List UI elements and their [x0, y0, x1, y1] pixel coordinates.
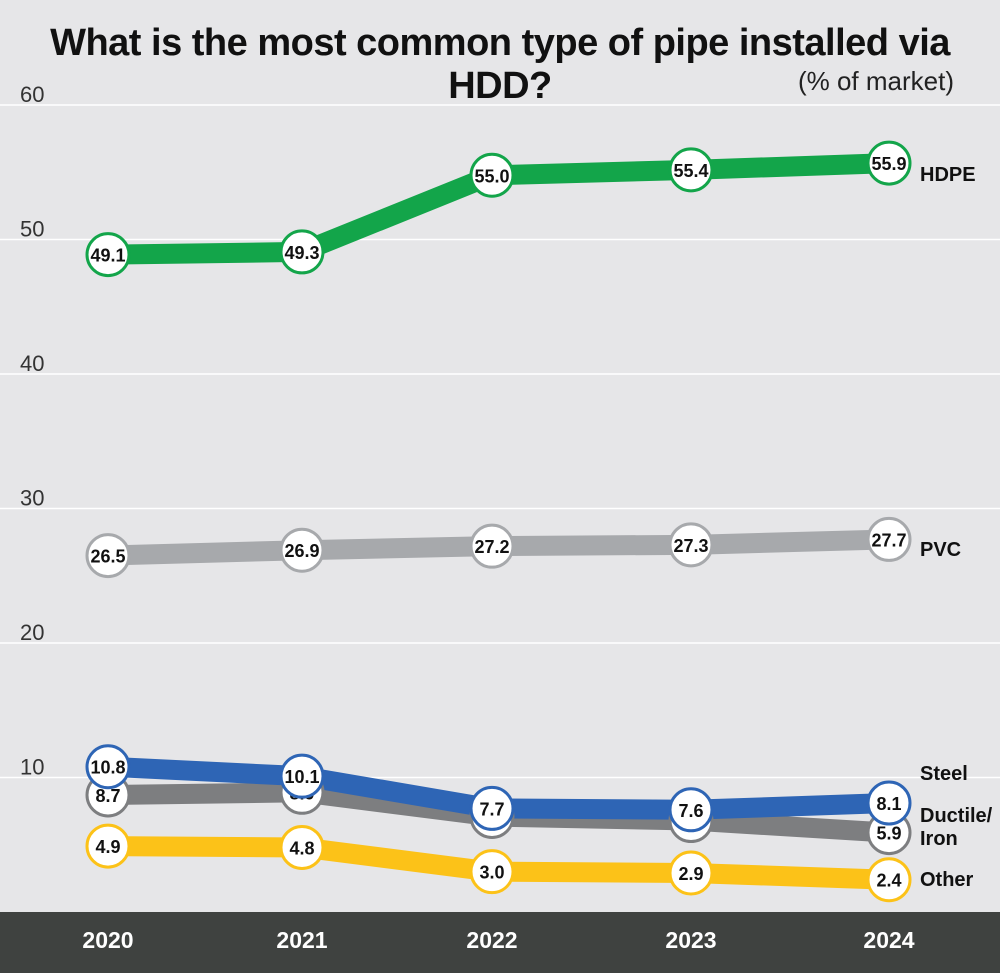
x-axis-band: [0, 912, 1000, 973]
data-label: 49.1: [90, 246, 125, 266]
data-point: [866, 857, 912, 903]
chart-title: What is the most common type of pipe ins…: [50, 22, 950, 107]
data-label: 4.8: [289, 838, 314, 858]
data-point: [85, 823, 131, 869]
data-point: [668, 850, 714, 896]
data-label: 10.1: [284, 767, 319, 787]
y-tick-label: 30: [20, 486, 44, 511]
y-tick-label: 60: [20, 82, 44, 107]
data-point: [85, 533, 131, 579]
data-label: 27.7: [871, 530, 906, 550]
data-label: 2.4: [876, 871, 901, 891]
series-label: HDPE: [920, 164, 976, 186]
y-tick-label: 50: [20, 217, 44, 242]
data-label: 4.9: [95, 837, 120, 857]
y-tick-label: 40: [20, 351, 44, 376]
data-label: 3.0: [479, 863, 504, 883]
data-label: 10.8: [90, 758, 125, 778]
data-point: [866, 140, 912, 186]
data-label: 55.9: [871, 154, 906, 174]
series-label: Ductile/Iron: [920, 805, 993, 850]
data-point: [866, 516, 912, 562]
data-point: [469, 523, 515, 569]
data-label: 8.1: [876, 794, 901, 814]
chart-subtitle: (% of market): [797, 66, 954, 96]
series-label: PVC: [920, 539, 961, 561]
series-label: Steel: [920, 763, 968, 785]
data-point: [279, 824, 325, 870]
data-point: [668, 787, 714, 833]
data-label: 27.2: [474, 537, 509, 557]
data-point: [469, 152, 515, 198]
data-point: [469, 849, 515, 895]
data-point: [668, 147, 714, 193]
series-label: Other: [920, 869, 974, 891]
x-tick-label: 2024: [863, 927, 914, 953]
data-label: 7.6: [678, 801, 703, 821]
data-label: 26.5: [90, 547, 125, 567]
data-label: 8.7: [95, 786, 120, 806]
y-tick-label: 10: [20, 755, 44, 780]
data-label: 2.9: [678, 864, 703, 884]
data-label: 7.7: [479, 799, 504, 819]
x-tick-label: 2023: [665, 927, 716, 953]
x-tick-label: 2022: [466, 927, 517, 953]
data-label: 26.9: [284, 541, 319, 561]
data-point: [279, 753, 325, 799]
data-point: [668, 522, 714, 568]
data-label: 49.3: [284, 243, 319, 263]
data-label: 55.0: [474, 166, 509, 186]
x-tick-label: 2021: [276, 927, 327, 953]
data-point: [279, 527, 325, 573]
data-label: 5.9: [876, 824, 901, 844]
data-label: 55.4: [673, 161, 708, 181]
y-tick-label: 20: [20, 620, 44, 645]
data-label: 27.3: [673, 536, 708, 556]
data-point: [85, 744, 131, 790]
data-point: [866, 780, 912, 826]
data-point: [469, 785, 515, 831]
data-point: [85, 232, 131, 278]
data-point: [279, 229, 325, 275]
x-tick-label: 2020: [82, 927, 133, 953]
